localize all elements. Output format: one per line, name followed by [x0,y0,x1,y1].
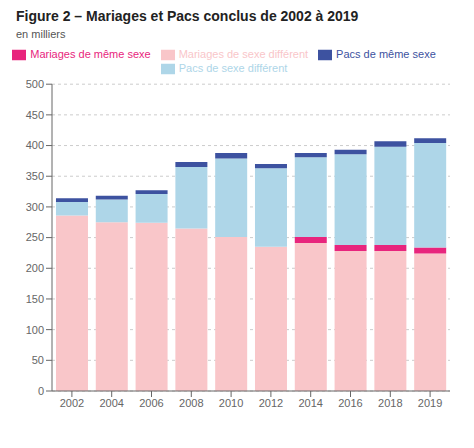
svg-text:2004: 2004 [99,397,123,409]
html-text:Figure 2 – Mariages et Pacs co: Figure 2 – Mariages et Pacs conclus de 2… [16,8,359,24]
svg-text:450: 450 [26,109,44,121]
svg-text:250: 250 [26,231,44,243]
svg-text:2006: 2006 [139,397,163,409]
html-text:Mariages de même sexe: Mariages de même sexe [30,48,151,60]
svg-text:50: 50 [32,354,44,366]
svg-text:100: 100 [26,324,44,336]
html-text:Pacs de sexe différent: Pacs de sexe différent [178,62,288,75]
svg-text:400: 400 [26,139,44,151]
svg-text:2012: 2012 [259,397,283,409]
svg-text:2019: 2019 [418,397,442,409]
svg-text:0: 0 [38,385,44,397]
svg-text:350: 350 [26,170,44,182]
svg-text:2018: 2018 [378,397,402,409]
svg-text:150: 150 [26,293,44,305]
html-text:en milliers: en milliers [16,28,66,40]
html-text:Mariages de sexe différent: Mariages de sexe différent [178,48,309,60]
svg-text:2016: 2016 [338,397,362,409]
svg-text:2002: 2002 [60,397,84,409]
svg-text:500: 500 [26,78,44,90]
svg-text:200: 200 [26,262,44,274]
svg-text:2008: 2008 [179,397,203,409]
svg-text:2010: 2010 [219,397,243,409]
svg-text:300: 300 [26,201,44,213]
svg-text:2014: 2014 [298,397,322,409]
html-text:Pacs de même sexe: Pacs de même sexe [336,48,436,60]
